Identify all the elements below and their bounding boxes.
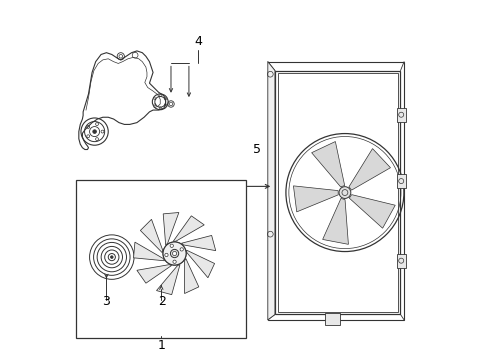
Circle shape (172, 251, 176, 256)
Polygon shape (140, 219, 163, 253)
Circle shape (163, 242, 186, 265)
Polygon shape (184, 258, 199, 293)
Circle shape (338, 186, 350, 198)
Circle shape (173, 260, 176, 264)
Circle shape (172, 251, 176, 256)
Polygon shape (348, 195, 394, 228)
Polygon shape (348, 149, 390, 190)
Polygon shape (267, 62, 274, 320)
Polygon shape (186, 250, 214, 278)
Circle shape (173, 260, 176, 264)
Bar (325, 313, 339, 325)
Polygon shape (181, 235, 215, 251)
Polygon shape (156, 265, 180, 294)
Polygon shape (311, 141, 344, 187)
Circle shape (164, 253, 168, 257)
Text: 1: 1 (157, 339, 165, 352)
Polygon shape (173, 216, 204, 241)
Circle shape (110, 256, 113, 258)
Bar (396, 174, 405, 188)
Bar (76, 180, 246, 338)
Polygon shape (322, 198, 347, 244)
Text: 3: 3 (102, 296, 110, 309)
Text: 5: 5 (253, 143, 261, 156)
Bar (396, 253, 405, 268)
Polygon shape (293, 186, 338, 212)
Polygon shape (133, 242, 164, 261)
Circle shape (170, 249, 178, 258)
Bar (277, 73, 397, 312)
Bar (274, 71, 400, 315)
Circle shape (164, 253, 168, 257)
Circle shape (170, 244, 173, 247)
Circle shape (93, 130, 96, 134)
Circle shape (180, 248, 183, 251)
Circle shape (180, 248, 183, 251)
Text: 2: 2 (158, 296, 165, 309)
Circle shape (163, 242, 186, 265)
Circle shape (170, 249, 178, 258)
Bar (396, 108, 405, 122)
Polygon shape (163, 212, 179, 245)
Circle shape (170, 244, 173, 247)
Polygon shape (137, 265, 171, 283)
Bar (267, 62, 403, 320)
Text: 4: 4 (194, 35, 202, 49)
